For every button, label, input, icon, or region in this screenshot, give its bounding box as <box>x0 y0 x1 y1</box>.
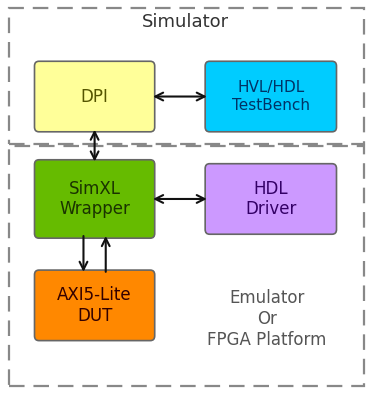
FancyBboxPatch shape <box>35 270 155 340</box>
Text: DPI: DPI <box>81 87 109 106</box>
Text: HDL
Driver: HDL Driver <box>245 180 296 218</box>
Bar <box>9 146 364 386</box>
FancyBboxPatch shape <box>35 61 155 132</box>
Text: HVL/HDL
TestBench: HVL/HDL TestBench <box>232 80 310 113</box>
FancyBboxPatch shape <box>205 164 336 234</box>
FancyBboxPatch shape <box>205 61 336 132</box>
Bar <box>9 8 364 144</box>
Text: Simulator: Simulator <box>142 13 229 31</box>
Text: SimXL
Wrapper: SimXL Wrapper <box>59 180 130 218</box>
Text: AXI5-Lite
DUT: AXI5-Lite DUT <box>57 286 132 325</box>
Text: Emulator
Or
FPGA Platform: Emulator Or FPGA Platform <box>207 289 327 349</box>
FancyBboxPatch shape <box>35 160 155 238</box>
